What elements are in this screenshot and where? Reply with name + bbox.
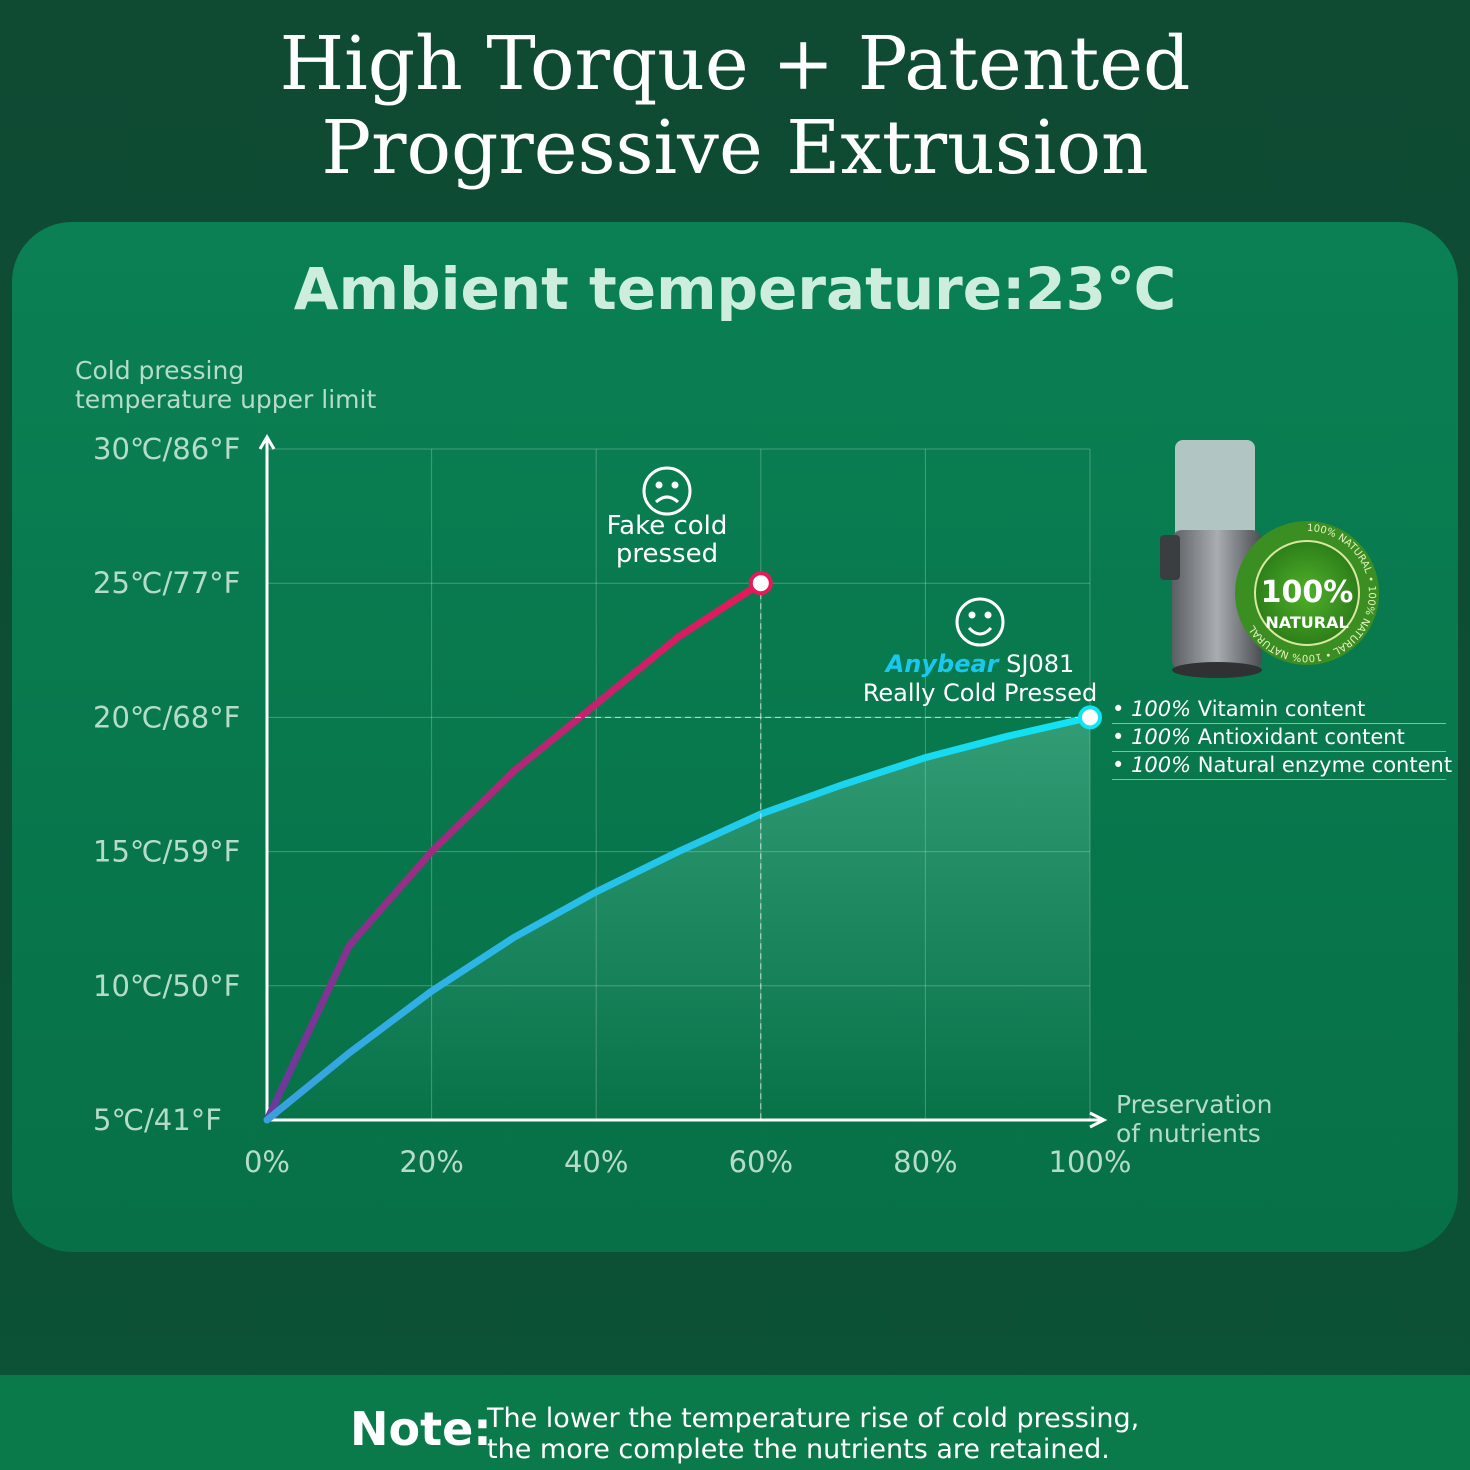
x-tick-label: 0% bbox=[244, 1145, 290, 1179]
x-tick-label: 80% bbox=[893, 1145, 957, 1179]
badge-value: 100% bbox=[1261, 575, 1354, 610]
bullet: • 100% Natural enzyme content bbox=[1112, 752, 1452, 780]
bullet: • 100% Antioxidant content bbox=[1112, 724, 1446, 752]
end-point bbox=[748, 571, 773, 596]
x-axis-label-line: Preservation bbox=[1116, 1090, 1273, 1119]
annotation: Fake cold pressed bbox=[606, 511, 728, 569]
y-tick-label: 20℃/68°F bbox=[93, 700, 240, 734]
happy-face bbox=[955, 597, 1005, 647]
y-axis-label-line: Cold pressing bbox=[75, 356, 245, 385]
bullet-text: Natural enzyme content bbox=[1197, 753, 1453, 777]
x-axis-label: Preservation of nutrients bbox=[1116, 1090, 1272, 1148]
y-tick-label: 5℃/41°F bbox=[93, 1103, 222, 1137]
y-tick-label: 10℃/50°F bbox=[93, 969, 240, 1003]
annotation: Anybear SJ081 Really Cold Pressed bbox=[850, 650, 1110, 708]
badge: 100% NATURAL • 100% NATURAL • 100% NATUR… bbox=[1235, 521, 1379, 665]
note-line: the more complete the nutrients are reta… bbox=[487, 1434, 1110, 1465]
y-tick-label: 25℃/77°F bbox=[93, 566, 240, 600]
bullet-amount: 100% bbox=[1131, 725, 1192, 749]
x-tick-label: 40% bbox=[564, 1145, 628, 1179]
note-band bbox=[0, 1375, 1470, 1470]
bullet-amount: 100% bbox=[1131, 753, 1192, 777]
panel bbox=[12, 222, 1458, 1252]
x-tick-label: 60% bbox=[729, 1145, 793, 1179]
line bbox=[263, 713, 1094, 1124]
badge-label: NATURAL bbox=[1265, 613, 1348, 632]
series-name: SJ081 Really Cold Pressed bbox=[862, 650, 1098, 707]
title-line: High Torque + Patented bbox=[279, 21, 1191, 107]
note-text: The lower the temperature rise of cold p… bbox=[487, 1403, 1139, 1465]
bullet-text: Antioxidant content bbox=[1197, 725, 1405, 749]
bullet: • 100% Vitamin content bbox=[1112, 696, 1446, 724]
note-label: Note: bbox=[350, 1402, 492, 1456]
y-axis-label: Cold pressing temperature upper limit bbox=[75, 356, 376, 414]
x-axis-label-line: of nutrients bbox=[1116, 1119, 1261, 1148]
bullet-list: • 100% Vitamin content • 100% Antioxidant… bbox=[1112, 696, 1452, 780]
area bbox=[267, 717, 1090, 1120]
juicer-image bbox=[1160, 440, 1262, 678]
bullet-text: Vitamin content bbox=[1197, 697, 1366, 721]
line bbox=[263, 579, 765, 1124]
x-tick-label: 20% bbox=[399, 1145, 463, 1179]
title: High Torque + Patented Progressive Extru… bbox=[0, 22, 1470, 190]
y-axis-label-line: temperature upper limit bbox=[75, 385, 377, 414]
x-tick-label: 100% bbox=[1049, 1145, 1132, 1179]
subtitle: Ambient temperature:23℃ bbox=[293, 255, 1177, 323]
note-line: The lower the temperature rise of cold p… bbox=[487, 1403, 1140, 1434]
y-tick-label: 15℃/59°F bbox=[93, 835, 240, 869]
brand: Anybear bbox=[885, 650, 999, 678]
y-axis bbox=[258, 434, 276, 1120]
bullet-amount: 100% bbox=[1131, 697, 1192, 721]
title-line: Progressive Extrusion bbox=[321, 105, 1149, 191]
sad-face bbox=[642, 466, 692, 516]
y-tick-label: 30℃/86°F bbox=[93, 432, 240, 466]
end-point bbox=[1078, 705, 1102, 730]
